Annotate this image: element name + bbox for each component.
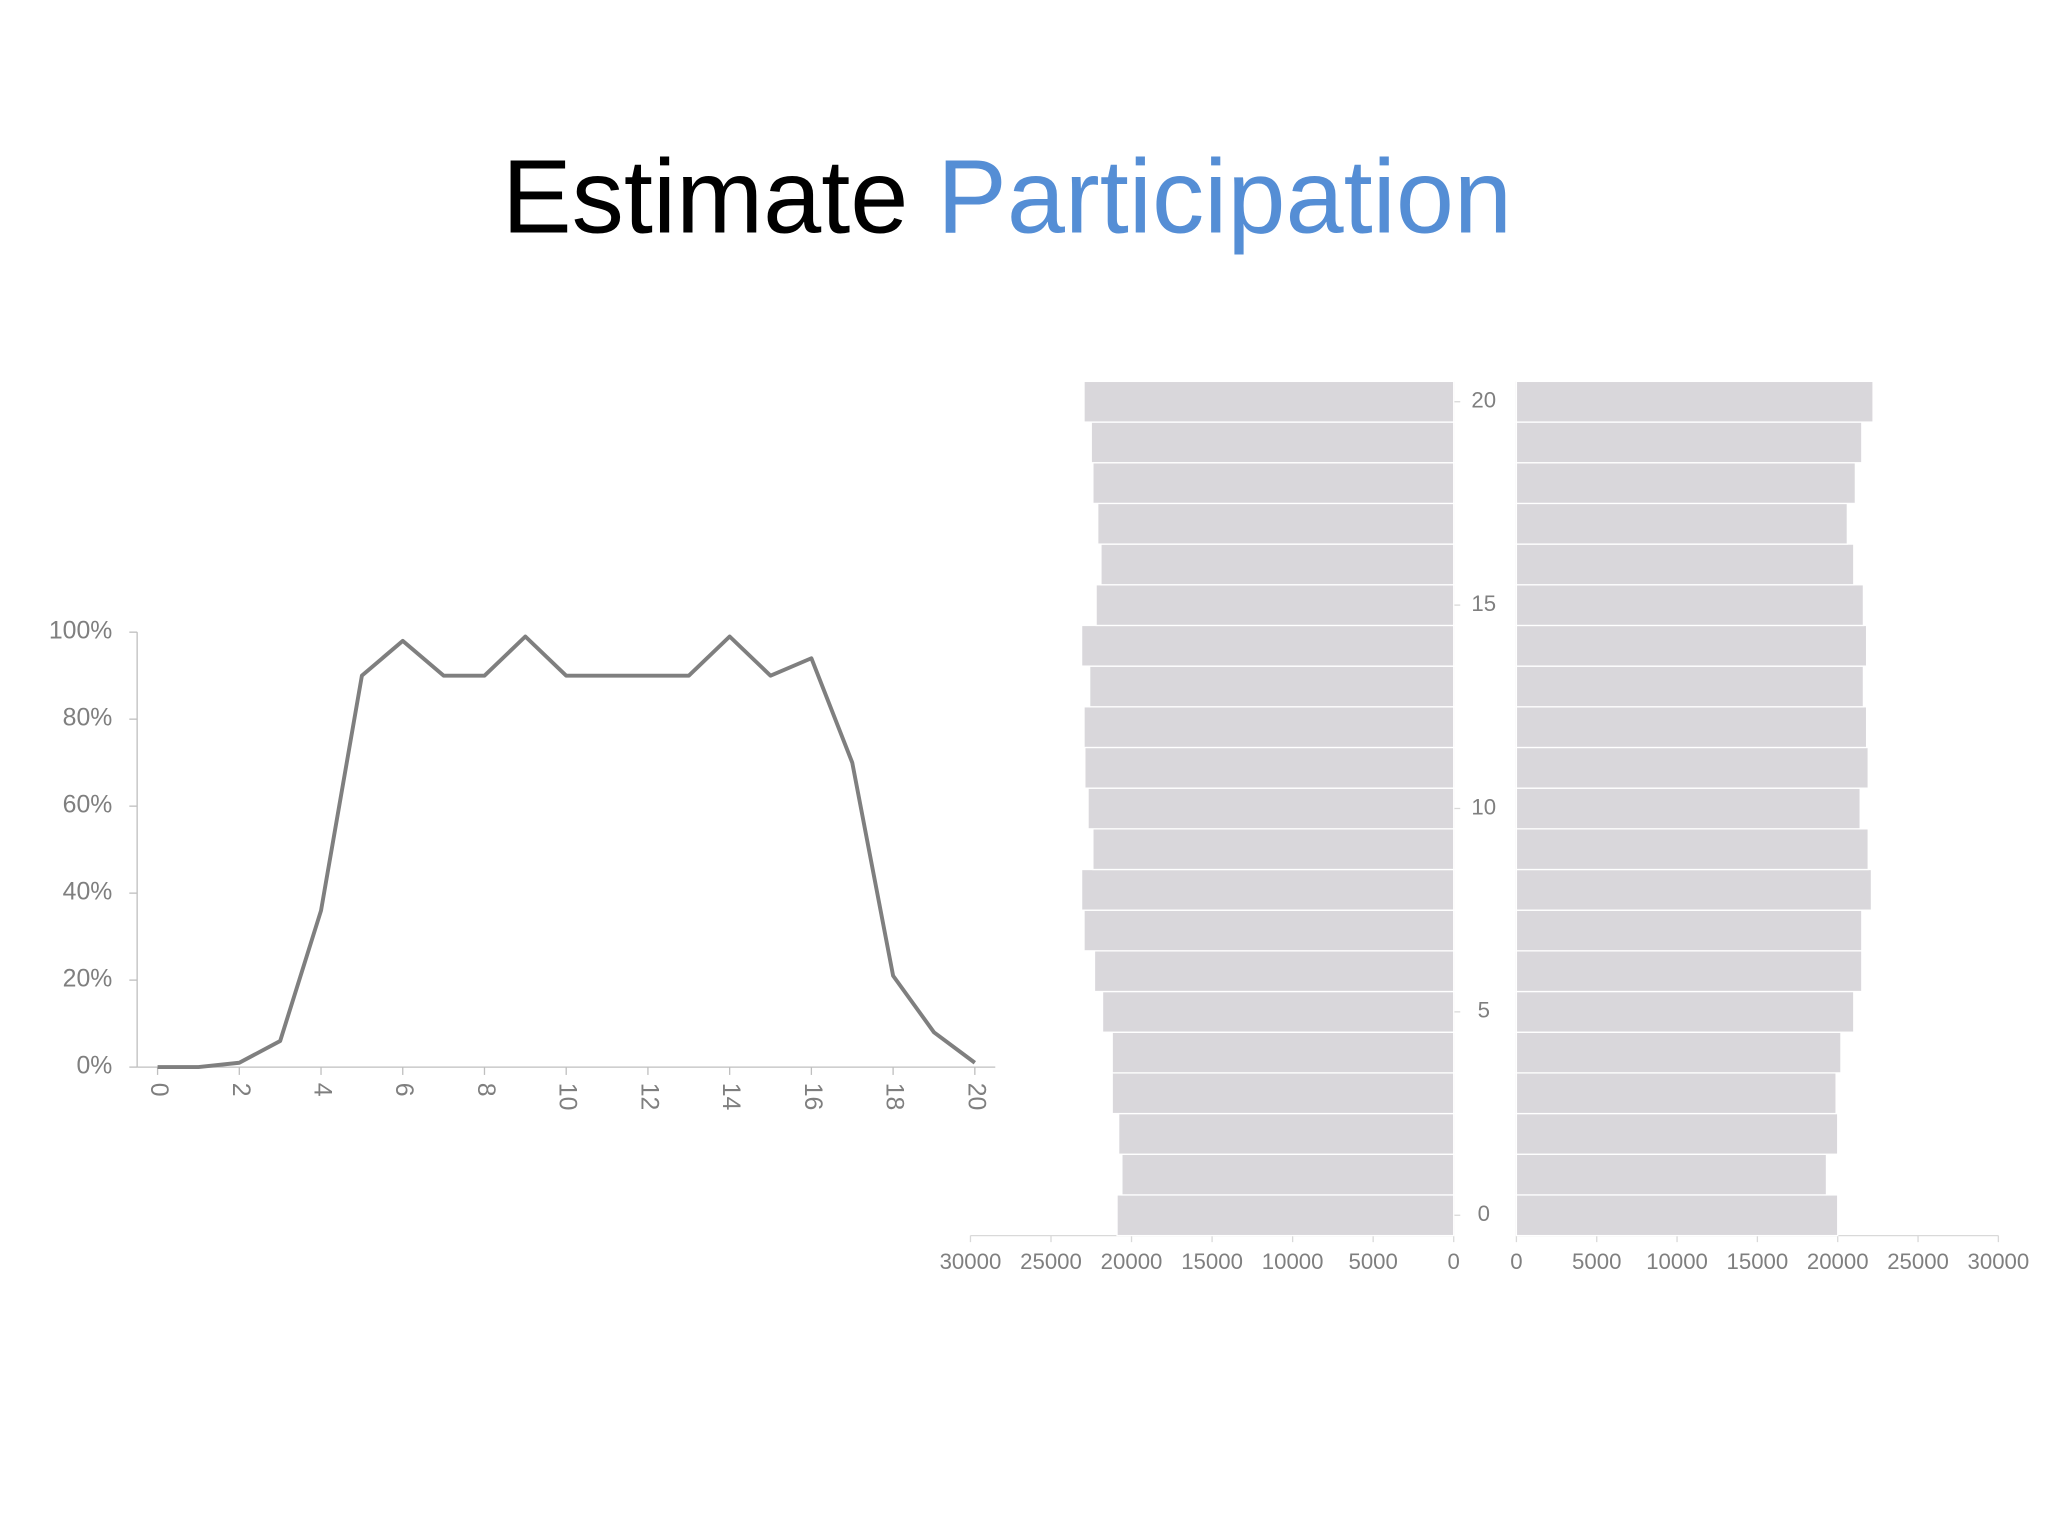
- bar: [1083, 909, 1455, 952]
- x-tick-label: 8: [472, 1083, 499, 1097]
- x-tick-label: 0: [145, 1083, 172, 1097]
- bar: [1111, 1072, 1455, 1115]
- bar: [1116, 1194, 1455, 1237]
- bar: [1095, 584, 1455, 627]
- x-tick-label: 20: [962, 1083, 989, 1111]
- bar: [1515, 787, 1861, 830]
- bar: [1084, 746, 1455, 789]
- bar: [1515, 665, 1865, 708]
- bar: [1515, 990, 1855, 1033]
- bar: [1111, 1031, 1455, 1074]
- bar: [1117, 1112, 1455, 1155]
- x-tick-label: 18: [881, 1083, 908, 1111]
- x-tick-label: 10000: [1646, 1249, 1708, 1274]
- y-tick-label: 40%: [63, 879, 113, 906]
- y-tick-label: 80%: [63, 705, 113, 732]
- x-tick-label: 5000: [1348, 1249, 1397, 1274]
- y-tick-label: 10: [1471, 794, 1496, 819]
- x-tick-label: 30000: [940, 1249, 1002, 1274]
- y-tick-label: 0%: [76, 1053, 112, 1080]
- bar: [1515, 1153, 1828, 1196]
- title-word: Estimate: [502, 138, 908, 255]
- y-tick-label: 5: [1478, 998, 1490, 1023]
- x-tick-label: 2: [227, 1083, 254, 1097]
- bar: [1083, 706, 1455, 749]
- bar: [1515, 868, 1873, 911]
- x-tick-label: 15000: [1181, 1249, 1243, 1274]
- bar: [1515, 380, 1874, 423]
- bar: [1080, 624, 1455, 667]
- bar: [1515, 1112, 1839, 1155]
- bar: [1515, 909, 1863, 952]
- y-tick-label: 0: [1478, 1201, 1490, 1226]
- bar: [1100, 543, 1455, 586]
- bar: [1092, 462, 1455, 505]
- x-tick-label: 30000: [1968, 1249, 2030, 1274]
- slide-title: Estimate Participation: [502, 138, 1512, 255]
- bar: [1092, 828, 1455, 871]
- x-tick-label: 25000: [1887, 1249, 1949, 1274]
- bar: [1515, 828, 1869, 871]
- title-word-highlight: Participation: [937, 138, 1512, 255]
- x-tick-label: 4: [308, 1083, 335, 1097]
- bar: [1089, 665, 1455, 708]
- y-tick-label: 20: [1471, 388, 1496, 413]
- x-tick-label: 10: [554, 1083, 581, 1111]
- bar: [1515, 502, 1849, 545]
- x-tick-label: 0: [1510, 1249, 1522, 1274]
- x-tick-label: 16: [799, 1083, 826, 1111]
- bar: [1515, 584, 1865, 627]
- bar: [1087, 787, 1455, 830]
- bar: [1097, 502, 1455, 545]
- x-tick-label: 12: [635, 1083, 662, 1111]
- bar: [1083, 380, 1455, 423]
- x-tick-label: 5000: [1572, 1249, 1621, 1274]
- bar: [1101, 990, 1455, 1033]
- x-tick-label: 15000: [1727, 1249, 1789, 1274]
- bar: [1090, 421, 1455, 464]
- x-tick-label: 0: [1448, 1249, 1460, 1274]
- bar: [1515, 1194, 1839, 1237]
- bar: [1515, 624, 1868, 667]
- bar: [1515, 543, 1855, 586]
- x-tick-label: 25000: [1020, 1249, 1082, 1274]
- x-tick-label: 14: [717, 1083, 744, 1111]
- bar: [1515, 1031, 1842, 1074]
- bar: [1515, 1072, 1837, 1115]
- x-tick-label: 6: [390, 1083, 417, 1097]
- bar: [1080, 868, 1455, 911]
- x-tick-label: 10000: [1262, 1249, 1324, 1274]
- bar: [1093, 950, 1455, 993]
- bar: [1515, 746, 1869, 789]
- bar: [1515, 950, 1863, 993]
- y-tick-label: 15: [1471, 591, 1496, 616]
- y-tick-label: 100%: [49, 618, 112, 645]
- y-tick-label: 60%: [63, 792, 113, 819]
- x-tick-label: 20000: [1807, 1249, 1869, 1274]
- bar: [1515, 706, 1868, 749]
- bar: [1121, 1153, 1455, 1196]
- x-tick-label: 20000: [1101, 1249, 1163, 1274]
- bar: [1515, 421, 1863, 464]
- y-tick-label: 20%: [63, 966, 113, 993]
- data-line: [157, 634, 977, 1070]
- bar: [1515, 462, 1857, 505]
